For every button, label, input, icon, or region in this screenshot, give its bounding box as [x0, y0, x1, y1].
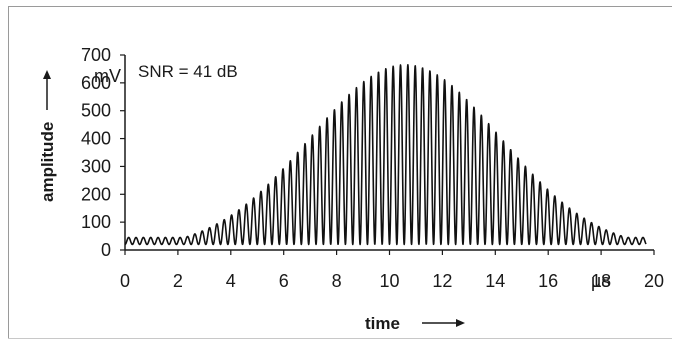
- x-tick-label: 8: [332, 271, 342, 291]
- snr-annotation: SNR = 41 dB: [138, 62, 238, 81]
- series-group: [124, 64, 647, 246]
- x-tick-label: 14: [485, 271, 505, 291]
- y-ticks: 0 100 200 300 400 500 600 700: [81, 45, 125, 260]
- y-tick-label: 300: [81, 156, 111, 176]
- x-tick-label: 2: [173, 271, 183, 291]
- y-tick-label: 700: [81, 45, 111, 65]
- x-tick-label: 12: [432, 271, 452, 291]
- y-unit-label: mV: [94, 66, 121, 86]
- x-tick-label: 18: [591, 271, 611, 291]
- figure-frame-bottom: [8, 338, 672, 339]
- waveform-series-line: [124, 64, 647, 246]
- y-tick-label: 400: [81, 129, 111, 149]
- y-axis-title: amplitude: [38, 122, 57, 202]
- x-ticks: 0 2 4 6 8 10 12 14 16 18 20: [120, 250, 664, 291]
- y-tick-label: 200: [81, 184, 111, 204]
- y-tick-label: 500: [81, 101, 111, 121]
- y-axis-title-group: amplitude: [38, 70, 57, 202]
- y-tick-label: 0: [101, 240, 111, 260]
- x-tick-label: 20: [644, 271, 664, 291]
- x-tick-label: 4: [226, 271, 236, 291]
- x-axis-title: time: [365, 314, 400, 333]
- x-tick-label: 10: [379, 271, 399, 291]
- x-axis-title-arrow-head: [456, 319, 465, 327]
- figure-frame: [8, 6, 672, 339]
- y-tick-label: 100: [81, 212, 111, 232]
- x-tick-label: 0: [120, 271, 130, 291]
- x-unit-label: µs: [591, 271, 610, 291]
- x-tick-label: 16: [538, 271, 558, 291]
- y-axis-title-arrow-head: [43, 70, 51, 79]
- x-tick-label: 6: [279, 271, 289, 291]
- y-tick-label: 600: [81, 73, 111, 93]
